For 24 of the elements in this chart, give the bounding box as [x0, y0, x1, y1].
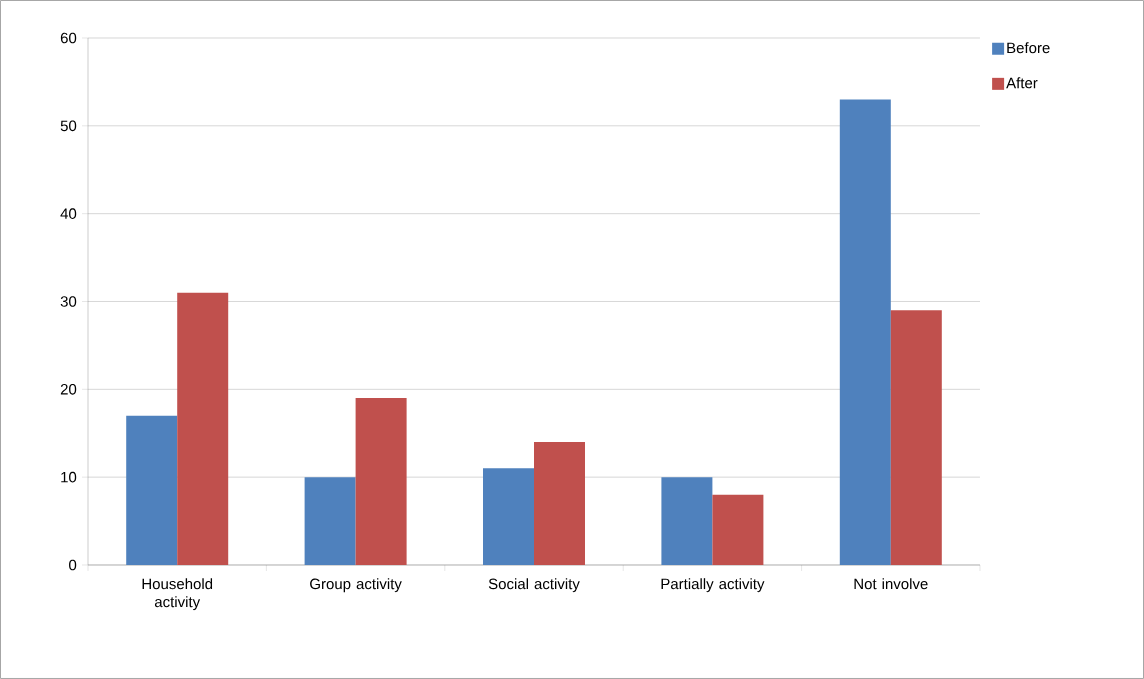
bar — [661, 477, 713, 565]
bar — [712, 494, 764, 565]
legend-label: Before — [1007, 42, 1050, 54]
bar — [355, 398, 407, 565]
bar — [177, 292, 229, 565]
bar — [304, 477, 356, 565]
bar — [534, 442, 585, 565]
y-tick-label: 20 — [60, 384, 77, 395]
x-tick-label: Social activity — [488, 578, 580, 593]
x-tick-label: Not involve — [854, 578, 928, 590]
y-tick-label: 30 — [60, 296, 77, 307]
y-tick-label: 50 — [60, 120, 77, 132]
legend-label: After — [1006, 77, 1038, 89]
y-tick-label: 0 — [69, 559, 77, 571]
bar — [839, 99, 891, 565]
y-tick-label: 40 — [60, 208, 77, 219]
bar — [483, 468, 535, 565]
bar — [126, 415, 178, 565]
x-tick-label: Group activity — [310, 578, 402, 593]
x-tick-label: Household activity — [142, 578, 213, 611]
y-tick-label: 10 — [61, 471, 77, 483]
x-tick-label: Partially activity — [661, 578, 765, 593]
y-tick-label: 60 — [60, 32, 77, 44]
bar — [890, 310, 942, 565]
